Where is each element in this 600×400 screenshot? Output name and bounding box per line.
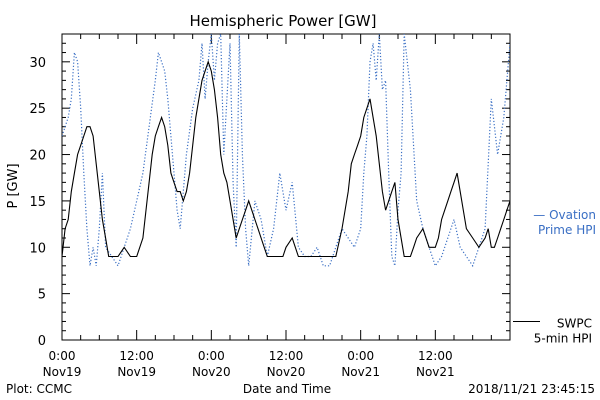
timestamp: 2018/11/21 23:45:15	[468, 382, 595, 396]
y-tick-label: 0	[38, 334, 46, 349]
y-tick-label: 20	[29, 149, 46, 164]
legend-swpc-sublabel: 5-min HPI	[534, 331, 592, 345]
x-tick-time-label: 12:00	[269, 349, 304, 363]
x-tick-date-label: Nov19	[117, 365, 156, 379]
x-tick-date-label: Nov20	[267, 365, 306, 379]
y-tick-label: 15	[29, 195, 46, 210]
x-tick-time-label: 12:00	[119, 349, 154, 363]
x-tick-date-label: Nov19	[43, 365, 82, 379]
legend-ovation-sublabel: Prime HPI	[538, 223, 596, 237]
ovation-series-line	[62, 34, 510, 268]
y-axis-label-text: P [GW]	[6, 163, 21, 208]
x-tick-time-label: 0:00	[198, 349, 225, 363]
x-tick-time-label: 0:00	[49, 349, 76, 363]
swpc-series-line	[62, 60, 510, 258]
y-tick-label: 30	[29, 56, 46, 71]
x-tick-date-label: Nov20	[192, 365, 231, 379]
plot-area	[61, 33, 511, 341]
y-tick-label: 5	[38, 288, 46, 303]
plot-credit: Plot: CCMC	[6, 382, 72, 396]
axis-ticks: 0 5 10 15 20 25 30 0:00 Nov19 12:00 Nov19 0:00 Nov20…	[29, 33, 511, 379]
x-tick-time-label: 12:00	[418, 349, 453, 363]
x-tick-time-label: 0:00	[347, 349, 374, 363]
y-axis-label: P [GW]	[6, 163, 21, 208]
x-tick-date-label: Nov21	[416, 365, 455, 379]
plot-frame	[61, 33, 511, 341]
legend-swpc-label: SWPC	[557, 316, 592, 330]
y-tick-label: 10	[29, 241, 46, 256]
legend-ovation-label: — Ovation	[533, 208, 596, 222]
chart-title: Hemispheric Power [GW]	[190, 12, 377, 30]
series-group	[62, 34, 510, 268]
x-axis-label: Date and Time	[243, 382, 331, 396]
y-tick-label: 25	[29, 102, 46, 117]
x-tick-date-label: Nov21	[341, 365, 380, 379]
